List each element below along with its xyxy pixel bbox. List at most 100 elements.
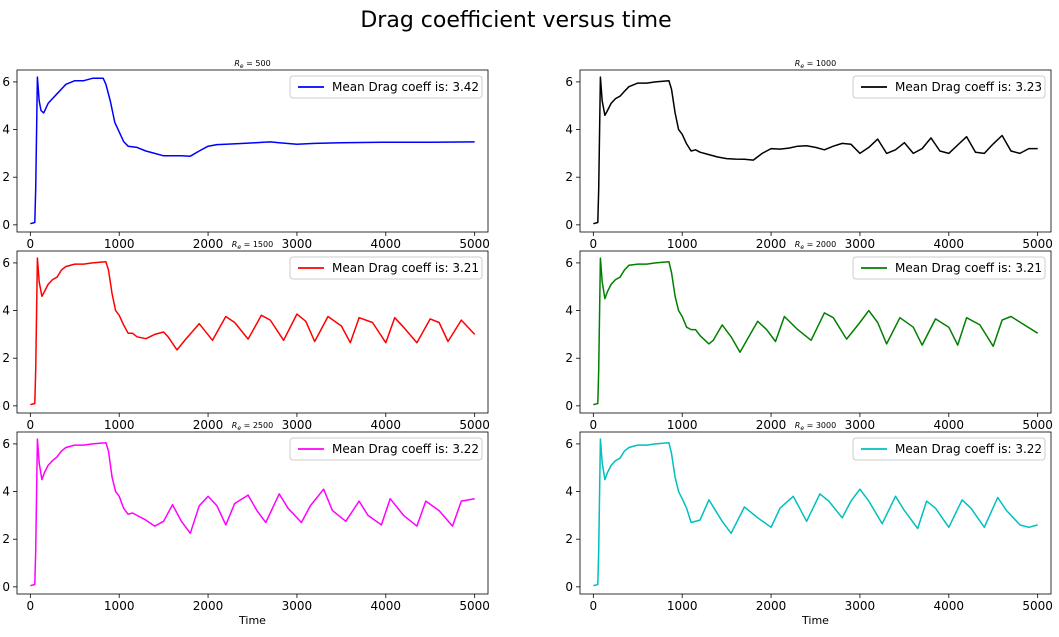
subplot-title: Re = 2500 (232, 421, 273, 432)
legend (852, 256, 1046, 280)
y-tick-label: 6 (2, 437, 10, 451)
x-tick-label: 5000 (459, 418, 490, 432)
x-tick-label: 4000 (934, 237, 965, 251)
y-tick-label: 6 (565, 256, 573, 270)
x-tick-label: 2000 (193, 418, 224, 432)
y-tick-label: 2 (2, 170, 10, 184)
subplot-1000: Re = 1000 0 1000 2000 3000 4000 5000 0 2 4 6 Mean D… (565, 59, 1053, 251)
legend-label: Mean Drag coeff is: 3.22 (332, 442, 479, 456)
axes-frame (579, 250, 1052, 414)
subplot-title: Re = 3000 (795, 421, 836, 432)
x-tick-label: 4000 (371, 237, 402, 251)
x-tick-label: 5000 (1022, 418, 1053, 432)
x-tick-label: 3000 (282, 418, 313, 432)
figure-title: Drag coefficient versus time (360, 8, 671, 33)
y-tick-label: 0 (2, 399, 10, 413)
x-tick-label: 2000 (756, 237, 787, 251)
x-tick-label: 0 (27, 599, 35, 613)
legend (852, 75, 1046, 99)
x-tick-label: 4000 (934, 599, 965, 613)
series-line (30, 76, 475, 225)
y-tick-label: 0 (2, 218, 10, 232)
legend (289, 437, 483, 461)
series-line (30, 257, 476, 406)
y-tick-label: 4 (2, 304, 10, 318)
axes-frame (579, 69, 1052, 233)
y-tick-label: 2 (565, 532, 573, 546)
y-tick-label: 0 (565, 580, 573, 594)
legend-label: Mean Drag coeff is: 3.22 (895, 442, 1042, 456)
x-tick-label: 2000 (756, 418, 787, 432)
subplot-title: Re = 2000 (795, 240, 836, 251)
y-tick-label: 4 (2, 123, 10, 137)
x-tick-label: 2000 (756, 599, 787, 613)
x-tick-label: 4000 (371, 418, 402, 432)
x-tick-label: 1000 (667, 599, 698, 613)
series-line (593, 438, 1038, 587)
x-tick-label: 1000 (104, 237, 135, 251)
legend (852, 437, 1046, 461)
x-axis-label: Time (238, 614, 266, 627)
axes-frame (16, 431, 489, 595)
x-tick-label: 5000 (1022, 237, 1053, 251)
legend-label: Mean Drag coeff is: 3.21 (895, 261, 1042, 275)
x-tick-label: 3000 (282, 599, 313, 613)
x-tick-label: 4000 (371, 599, 402, 613)
subplot-500: Re = 500 0 1000 2000 3000 4000 5000 0 2 4 6 Mean Dr… (2, 59, 490, 251)
y-tick-label: 0 (565, 218, 573, 232)
legend-label: Mean Drag coeff is: 3.21 (332, 261, 479, 275)
legend-label: Mean Drag coeff is: 3.23 (895, 80, 1042, 94)
x-tick-label: 5000 (459, 599, 490, 613)
y-tick-label: 4 (565, 485, 573, 499)
legend (289, 75, 483, 99)
x-axis-label: Time (801, 614, 829, 627)
x-tick-label: 1000 (104, 418, 135, 432)
y-tick-label: 6 (2, 256, 10, 270)
x-tick-label: 2000 (193, 599, 224, 613)
x-tick-label: 5000 (1022, 599, 1053, 613)
x-tick-label: 0 (590, 418, 598, 432)
subplot-title: Re = 1000 (795, 59, 836, 70)
axes-frame (579, 431, 1052, 595)
legend-label: Mean Drag coeff is: 3.42 (332, 80, 479, 94)
x-tick-label: 2000 (193, 237, 224, 251)
x-tick-label: 1000 (667, 237, 698, 251)
axes-frame (16, 69, 489, 233)
x-tick-label: 1000 (667, 418, 698, 432)
y-tick-label: 2 (2, 351, 10, 365)
series-line (593, 76, 1038, 225)
x-tick-label: 3000 (845, 237, 876, 251)
subplot-3000: Re = 3000 0 1000 2000 3000 4000 5000 0 2 4 6 Time Me… (565, 421, 1053, 627)
series-line (30, 438, 475, 587)
x-tick-label: 4000 (934, 418, 965, 432)
x-tick-label: 3000 (845, 418, 876, 432)
y-tick-label: 0 (565, 399, 573, 413)
x-tick-label: 1000 (104, 599, 135, 613)
x-tick-label: 0 (590, 237, 598, 251)
subplot-title: Re = 500 (234, 59, 270, 70)
y-tick-label: 2 (2, 532, 10, 546)
y-tick-label: 6 (565, 75, 573, 89)
y-tick-label: 2 (565, 170, 573, 184)
y-tick-label: 6 (565, 437, 573, 451)
x-tick-label: 3000 (845, 599, 876, 613)
y-tick-label: 4 (565, 304, 573, 318)
x-tick-label: 0 (590, 599, 598, 613)
x-tick-label: 0 (27, 237, 35, 251)
subplot-2000: Re = 2000 0 1000 2000 3000 4000 5000 0 2 4 6 Mean D… (565, 240, 1053, 432)
subplot-1500: Re = 1500 0 1000 2000 3000 4000 5000 0 2 4 6 Mean D… (2, 240, 490, 432)
subplot-title: Re = 1500 (232, 240, 273, 251)
y-tick-label: 4 (2, 485, 10, 499)
y-tick-label: 2 (565, 351, 573, 365)
y-tick-label: 4 (565, 123, 573, 137)
axes-frame (16, 250, 489, 414)
x-tick-label: 3000 (282, 237, 313, 251)
series-line (593, 257, 1039, 406)
y-tick-label: 0 (2, 580, 10, 594)
subplot-2500: Re = 2500 0 1000 2000 3000 4000 5000 0 2 4 6 Time Me… (2, 421, 490, 627)
legend (289, 256, 483, 280)
y-tick-label: 6 (2, 75, 10, 89)
x-tick-label: 5000 (459, 237, 490, 251)
x-tick-label: 0 (27, 418, 35, 432)
